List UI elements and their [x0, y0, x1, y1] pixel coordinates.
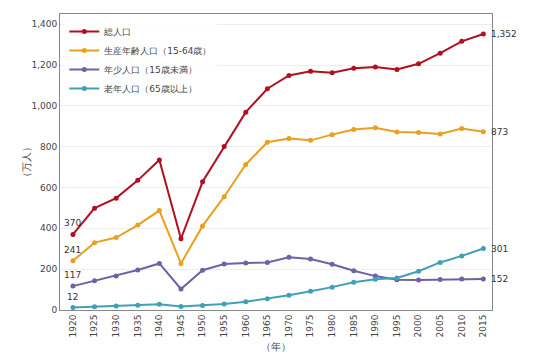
svg-text:2015: 2015	[478, 315, 488, 338]
svg-text:1960: 1960	[241, 314, 251, 337]
svg-text:生産年齢人口（15-64歳）: 生産年齢人口（15-64歳）	[104, 46, 211, 56]
svg-text:1930: 1930	[111, 314, 121, 337]
svg-text:1,200: 1,200	[31, 60, 57, 70]
svg-text:400: 400	[40, 223, 57, 233]
svg-text:301: 301	[491, 244, 508, 254]
svg-text:1975: 1975	[305, 315, 315, 338]
svg-text:1955: 1955	[219, 315, 229, 338]
svg-text:年少人口（15歳未満）: 年少人口（15歳未満）	[104, 65, 196, 75]
svg-text:1995: 1995	[392, 315, 402, 338]
svg-text:（年）: （年）	[261, 341, 291, 352]
svg-text:1990: 1990	[370, 314, 380, 337]
svg-text:1925: 1925	[89, 315, 99, 338]
svg-text:0: 0	[51, 305, 57, 315]
svg-text:873: 873	[491, 127, 508, 137]
svg-text:2010: 2010	[457, 314, 467, 337]
svg-text:1970: 1970	[284, 314, 294, 337]
svg-text:1920: 1920	[68, 314, 78, 337]
svg-text:370: 370	[64, 218, 81, 228]
svg-text:1940: 1940	[154, 314, 164, 337]
svg-text:12: 12	[67, 292, 78, 302]
svg-text:1965: 1965	[262, 315, 272, 338]
svg-text:117: 117	[64, 270, 81, 280]
svg-text:1,352: 1,352	[491, 29, 517, 39]
svg-text:600: 600	[40, 183, 57, 193]
svg-text:241: 241	[64, 245, 81, 255]
svg-text:2000: 2000	[413, 314, 423, 337]
svg-text:老年人口（65歳以上）: 老年人口（65歳以上）	[104, 84, 196, 94]
svg-text:1945: 1945	[176, 315, 186, 338]
svg-text:1950: 1950	[197, 314, 207, 337]
svg-text:2005: 2005	[435, 315, 445, 338]
svg-text:1980: 1980	[327, 314, 337, 337]
svg-text:1,400: 1,400	[31, 19, 57, 29]
svg-text:152: 152	[491, 274, 508, 284]
svg-text:（万人）: （万人）	[21, 142, 32, 182]
svg-text:800: 800	[40, 142, 57, 152]
svg-text:200: 200	[40, 264, 57, 274]
svg-text:1935: 1935	[133, 315, 143, 338]
svg-text:1,000: 1,000	[31, 101, 57, 111]
svg-text:総人口: 総人口	[103, 27, 131, 37]
svg-text:1985: 1985	[349, 315, 359, 338]
